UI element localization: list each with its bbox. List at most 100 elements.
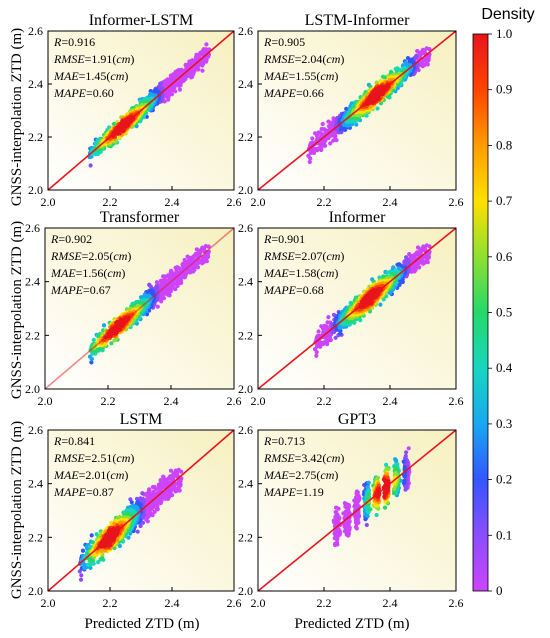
scatter-point xyxy=(328,337,333,343)
stat-close: ) xyxy=(124,69,128,83)
stat-r: R=0.916 xyxy=(53,35,95,49)
scatter-point xyxy=(80,548,86,553)
x-tick-label: 2.6 xyxy=(449,195,464,209)
scatter-point xyxy=(178,83,183,88)
scatter-point xyxy=(174,488,180,493)
stat-close: ) xyxy=(340,249,344,263)
stat-key: RMSE xyxy=(50,249,82,263)
scatter-point xyxy=(147,494,152,499)
scatter-point xyxy=(318,142,323,147)
stat-key: MAPE xyxy=(263,283,297,297)
stat-mape: MAPE=0.67 xyxy=(50,283,111,297)
stat-value: =0.901 xyxy=(271,232,305,246)
stat-key: MAE xyxy=(263,266,289,280)
x-tick-label: 2.2 xyxy=(317,195,332,209)
scatter-point xyxy=(155,507,160,512)
stat-key: R xyxy=(53,35,62,49)
stat-unit: cm xyxy=(326,52,340,66)
scatter-point xyxy=(159,278,164,283)
scatter-point xyxy=(165,480,170,485)
scatter-point xyxy=(316,130,321,135)
stat-mae: MAE=1.45(cm) xyxy=(53,69,128,83)
scatter-point xyxy=(158,478,163,483)
stat-r: R=0.901 xyxy=(263,232,305,246)
x-tick-label: 2.2 xyxy=(317,394,332,408)
stat-unit: cm xyxy=(110,69,124,83)
scatter-point xyxy=(404,255,409,260)
scatter-point xyxy=(172,75,177,80)
x-tick-label: 2.2 xyxy=(103,195,118,209)
y-tick-label: 2.4 xyxy=(238,77,253,91)
scatter-point xyxy=(334,138,339,143)
scatter-point xyxy=(191,71,196,76)
scatter-point xyxy=(178,280,183,286)
stat-key: MAPE xyxy=(53,86,87,100)
y-axis-label-bottom: GNSS-interpolation ZTD (m) xyxy=(9,421,25,599)
scatter-point xyxy=(88,163,93,168)
scatter-point xyxy=(78,577,84,582)
stat-close: ) xyxy=(334,266,338,280)
stat-mae: MAE=1.58(cm) xyxy=(263,266,338,280)
x-tick-label: 2.0 xyxy=(251,195,266,209)
scatter-point xyxy=(203,244,208,249)
stat-unit: cm xyxy=(320,266,334,280)
scatter-point xyxy=(165,489,171,495)
stat-close: ) xyxy=(340,52,344,66)
scatter-point xyxy=(316,146,321,151)
scatter-point xyxy=(204,42,209,47)
reference-line-1to1 xyxy=(47,30,235,191)
scatter-point xyxy=(170,286,175,291)
scatter-point xyxy=(306,153,311,158)
y-tick-label: 2.2 xyxy=(25,328,40,342)
x-tick-label: 2.6 xyxy=(227,195,242,209)
stat-value: =0.916 xyxy=(61,35,95,49)
scatter-point xyxy=(326,119,331,124)
scatter-point xyxy=(385,270,390,275)
y-tick-label: 2.6 xyxy=(25,221,40,235)
scatter-point xyxy=(319,127,324,132)
y-tick-label: 2.0 xyxy=(238,183,253,197)
scatter-point xyxy=(426,254,431,260)
stat-value: =1.45( xyxy=(79,69,111,83)
scatter-panel-2: 2.0 2.2 2.4 2.62.02.22.42.6LSTM-InformerR=0… xyxy=(238,12,464,209)
scatter-point xyxy=(407,252,412,257)
scatter-point xyxy=(177,87,182,92)
panel-grid: 2.0 2.2 2.4 2.62.02.22.42.6Informer-LSTMR=0… xyxy=(25,12,464,610)
scatter-point xyxy=(135,529,140,534)
scatter-point xyxy=(421,50,426,56)
stat-key: RMSE xyxy=(263,52,295,66)
scatter-point xyxy=(101,323,107,328)
scatter-point xyxy=(173,89,178,94)
y-tick-label: 2.2 xyxy=(28,130,43,144)
scatter-point xyxy=(320,121,325,127)
stat-close: ) xyxy=(121,266,125,280)
scatter-point xyxy=(161,296,166,301)
scatter-point xyxy=(425,62,430,67)
x-axis-label-left: Predicted ZTD (m) xyxy=(85,616,200,632)
stat-close: ) xyxy=(127,249,131,263)
panel-title: Informer xyxy=(329,209,387,226)
stat-mae: MAE=1.56(cm) xyxy=(50,266,125,280)
scatter-point xyxy=(378,302,383,307)
scatter-point xyxy=(395,262,400,267)
scatter-point xyxy=(166,494,172,500)
scatter-point xyxy=(178,483,183,488)
scatter-point xyxy=(422,247,427,252)
y-tick-label: 2.6 xyxy=(238,24,253,38)
stat-mape: MAPE=0.66 xyxy=(263,86,324,100)
stat-rmse: RMSE=1.91(cm) xyxy=(53,52,134,66)
scatter-point xyxy=(182,275,187,280)
scatter-point xyxy=(318,344,323,349)
stat-value: =0.66 xyxy=(296,86,324,100)
scatter-point xyxy=(79,573,84,578)
scatter-point xyxy=(171,474,176,479)
stat-key: MAE xyxy=(53,69,79,83)
scatter-panel-4: 2.0 2.2 2.4 2.62.02.22.42.6InformerR=0.901R… xyxy=(238,209,464,408)
scatter-point xyxy=(309,150,315,155)
stat-value: =2.04( xyxy=(295,52,327,66)
scatter-point xyxy=(118,121,123,126)
scatter-point xyxy=(424,243,429,248)
stat-value: =1.56( xyxy=(76,266,108,280)
stat-r: R=0.902 xyxy=(50,232,92,246)
stat-unit: cm xyxy=(320,69,334,83)
